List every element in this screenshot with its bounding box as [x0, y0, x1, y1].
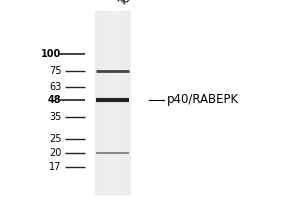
Bar	[124, 11, 125, 194]
Bar	[111, 11, 112, 194]
Bar	[118, 11, 119, 194]
Text: 75: 75	[49, 66, 61, 76]
Bar	[122, 11, 123, 194]
Bar	[113, 11, 114, 194]
Bar	[114, 11, 115, 194]
Bar	[112, 11, 113, 194]
Bar	[109, 11, 110, 194]
Text: 48: 48	[48, 95, 61, 105]
Bar	[117, 11, 118, 194]
Bar	[118, 11, 119, 194]
Bar	[106, 11, 107, 194]
Bar	[121, 11, 122, 194]
Bar	[100, 11, 101, 194]
Bar	[120, 11, 121, 194]
Text: Testis: Testis	[117, 0, 145, 8]
Bar	[123, 11, 124, 194]
Bar	[128, 11, 129, 194]
Text: 35: 35	[49, 112, 62, 122]
Text: p40/RABEPK: p40/RABEPK	[167, 94, 239, 106]
Bar	[105, 11, 106, 194]
Bar	[115, 11, 116, 194]
Bar	[95, 11, 130, 194]
Text: 20: 20	[49, 148, 62, 158]
Bar	[116, 11, 117, 194]
Bar	[98, 11, 99, 194]
Bar	[97, 11, 98, 194]
Bar	[103, 11, 104, 194]
Text: 100: 100	[41, 49, 61, 59]
Bar	[110, 11, 111, 194]
Bar	[129, 11, 130, 194]
Bar	[126, 11, 127, 194]
Text: 25: 25	[49, 134, 61, 144]
Text: 17: 17	[49, 162, 62, 172]
Bar	[100, 11, 101, 194]
Bar	[101, 11, 102, 194]
Text: 63: 63	[49, 82, 62, 92]
Bar	[125, 11, 126, 194]
Bar	[119, 11, 120, 194]
Bar	[99, 11, 100, 194]
Bar	[107, 11, 108, 194]
Bar	[108, 11, 109, 194]
Bar	[96, 11, 97, 194]
Bar	[95, 11, 96, 194]
Bar	[102, 11, 103, 194]
Bar	[104, 11, 105, 194]
Bar	[127, 11, 128, 194]
